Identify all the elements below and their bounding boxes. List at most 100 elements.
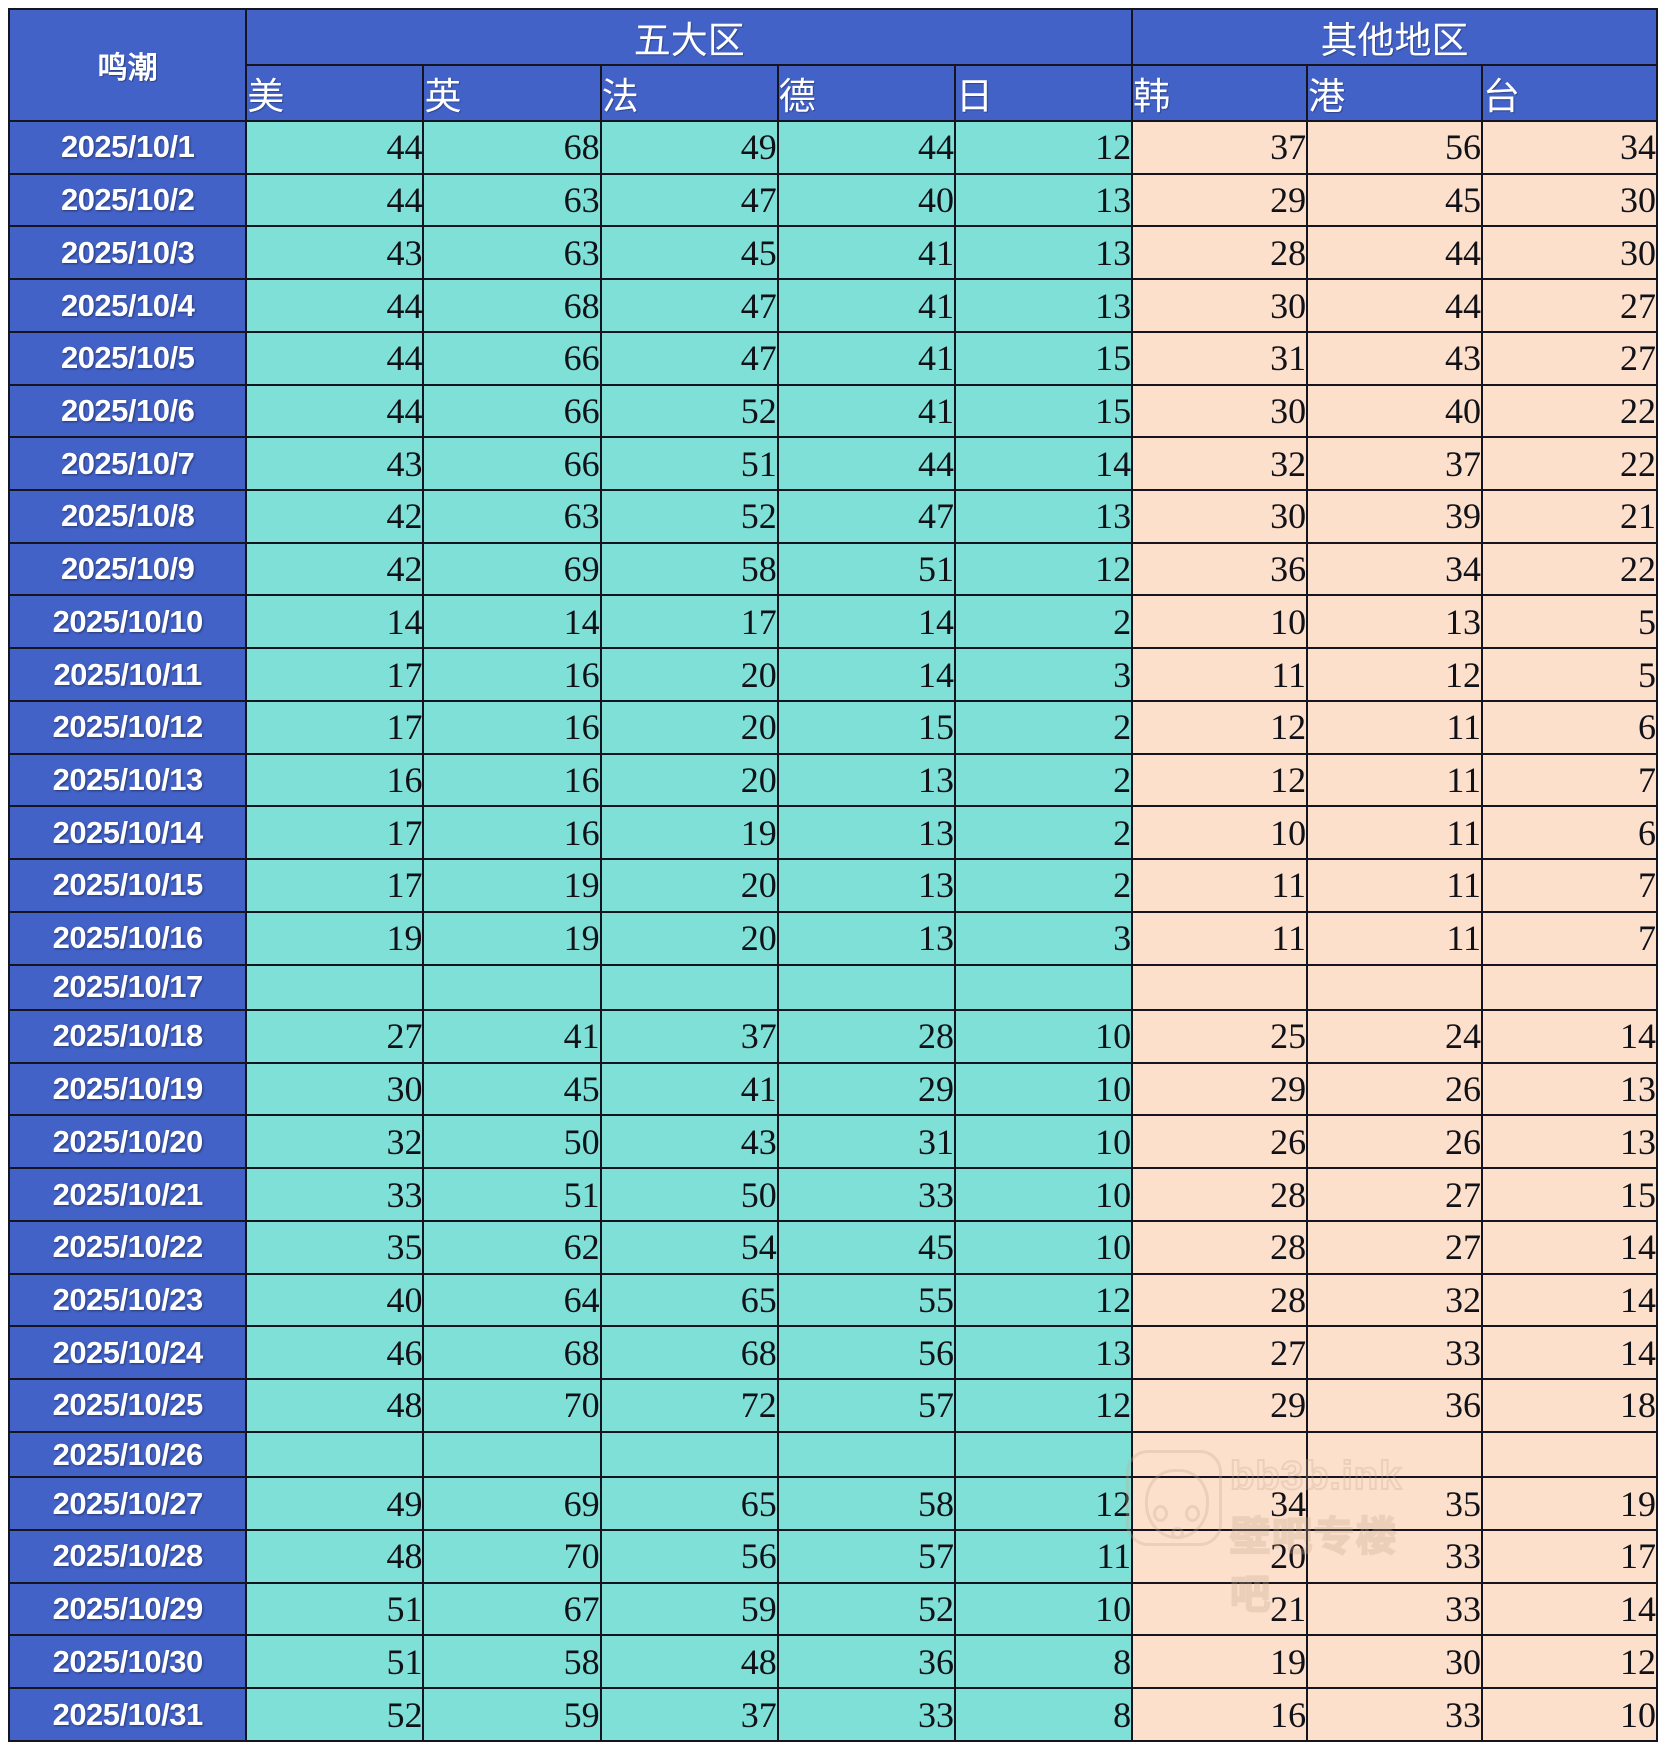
data-cell[interactable]: 70 (422, 1378, 602, 1433)
data-cell[interactable]: 14 (1480, 1581, 1659, 1637)
data-cell[interactable]: 10 (953, 1167, 1134, 1222)
data-cell[interactable]: 28 (1131, 1219, 1309, 1275)
data-cell[interactable]: 15 (953, 330, 1134, 386)
data-cell[interactable]: 41 (422, 1009, 602, 1064)
row-date-label[interactable]: 2025/10/14 (7, 805, 248, 861)
row-date-label[interactable]: 2025/10/18 (7, 1009, 248, 1064)
data-cell[interactable]: 14 (1480, 1325, 1659, 1381)
data-cell[interactable]: 13 (776, 805, 956, 861)
row-date-label[interactable]: 2025/10/8 (7, 489, 248, 544)
data-cell[interactable]: 52 (245, 1687, 425, 1742)
data-cell[interactable]: 21 (1131, 1581, 1309, 1637)
data-cell[interactable]: 62 (422, 1219, 602, 1275)
row-date-label[interactable]: 2025/10/9 (7, 541, 248, 597)
data-cell[interactable]: 12 (953, 1378, 1134, 1433)
data-cell[interactable]: 52 (776, 1581, 956, 1637)
data-cell[interactable]: 21 (1480, 489, 1659, 544)
data-cell[interactable]: 2 (953, 699, 1134, 755)
data-cell[interactable]: 51 (776, 541, 956, 597)
data-cell[interactable] (953, 963, 1134, 1012)
data-cell[interactable]: 40 (245, 1272, 425, 1328)
data-cell[interactable]: 16 (422, 699, 602, 755)
data-cell[interactable]: 26 (1306, 1061, 1483, 1117)
data-cell[interactable]: 10 (1131, 805, 1309, 861)
data-cell[interactable]: 14 (422, 594, 602, 650)
data-cell[interactable]: 33 (245, 1167, 425, 1222)
data-cell[interactable]: 58 (599, 541, 779, 597)
data-cell[interactable]: 27 (245, 1009, 425, 1064)
data-cell[interactable]: 16 (245, 752, 425, 808)
row-date-label[interactable]: 2025/10/3 (7, 225, 248, 281)
data-cell[interactable]: 65 (599, 1476, 779, 1532)
data-cell[interactable]: 63 (422, 172, 602, 228)
data-cell[interactable]: 49 (245, 1476, 425, 1532)
data-cell[interactable]: 15 (776, 699, 956, 755)
data-cell[interactable]: 22 (1480, 541, 1659, 597)
data-cell[interactable]: 10 (953, 1009, 1134, 1064)
data-cell[interactable]: 5 (1480, 594, 1659, 650)
data-cell[interactable]: 17 (245, 805, 425, 861)
data-cell[interactable]: 45 (599, 225, 779, 281)
data-cell[interactable]: 69 (422, 541, 602, 597)
row-date-label[interactable]: 2025/10/27 (7, 1476, 248, 1532)
data-cell[interactable]: 44 (1306, 278, 1483, 333)
data-cell[interactable]: 16 (422, 647, 602, 702)
data-cell[interactable]: 48 (599, 1634, 779, 1690)
data-cell[interactable]: 28 (1131, 225, 1309, 281)
data-cell[interactable]: 11 (953, 1529, 1134, 1584)
data-cell[interactable]: 15 (953, 383, 1134, 439)
data-cell[interactable]: 19 (1480, 1476, 1659, 1532)
data-cell[interactable]: 2 (953, 594, 1134, 650)
data-cell[interactable]: 30 (1131, 383, 1309, 439)
data-cell[interactable]: 40 (1306, 383, 1483, 439)
data-cell[interactable]: 56 (1306, 120, 1483, 175)
row-date-label[interactable]: 2025/10/19 (7, 1061, 248, 1117)
data-cell[interactable] (1480, 1430, 1659, 1479)
data-cell[interactable]: 27 (1306, 1167, 1483, 1222)
data-cell[interactable]: 59 (599, 1581, 779, 1637)
data-cell[interactable]: 41 (599, 1061, 779, 1117)
data-cell[interactable]: 26 (1306, 1114, 1483, 1170)
data-cell[interactable]: 34 (1306, 541, 1483, 597)
data-cell[interactable]: 16 (1131, 1687, 1309, 1742)
data-cell[interactable]: 33 (1306, 1325, 1483, 1381)
data-cell[interactable]: 30 (1306, 1634, 1483, 1690)
data-cell[interactable]: 14 (953, 436, 1134, 492)
data-cell[interactable]: 51 (599, 436, 779, 492)
data-cell[interactable]: 35 (1306, 1476, 1483, 1532)
data-cell[interactable]: 13 (776, 752, 956, 808)
data-cell[interactable]: 47 (599, 330, 779, 386)
data-cell[interactable]: 14 (1480, 1272, 1659, 1328)
row-date-label[interactable]: 2025/10/21 (7, 1167, 248, 1222)
data-cell[interactable]: 44 (245, 330, 425, 386)
data-cell[interactable]: 22 (1480, 436, 1659, 492)
data-cell[interactable]: 37 (1131, 120, 1309, 175)
row-date-label[interactable]: 2025/10/16 (7, 910, 248, 966)
data-cell[interactable]: 33 (1306, 1529, 1483, 1584)
data-cell[interactable]: 12 (953, 541, 1134, 597)
data-cell[interactable]: 19 (422, 858, 602, 913)
row-date-label[interactable]: 2025/10/24 (7, 1325, 248, 1381)
data-cell[interactable]: 15 (1480, 1167, 1659, 1222)
data-cell[interactable]: 37 (1306, 436, 1483, 492)
data-cell[interactable]: 10 (1131, 594, 1309, 650)
data-cell[interactable]: 66 (422, 436, 602, 492)
data-cell[interactable]: 16 (422, 805, 602, 861)
row-date-label[interactable]: 2025/10/20 (7, 1114, 248, 1170)
data-cell[interactable]: 55 (776, 1272, 956, 1328)
data-cell[interactable] (1480, 963, 1659, 1012)
data-cell[interactable]: 20 (599, 752, 779, 808)
data-cell[interactable]: 12 (953, 120, 1134, 175)
data-cell[interactable]: 69 (422, 1476, 602, 1532)
data-cell[interactable]: 44 (245, 278, 425, 333)
data-cell[interactable]: 11 (1306, 910, 1483, 966)
data-cell[interactable] (599, 963, 779, 1012)
row-date-label[interactable]: 2025/10/10 (7, 594, 248, 650)
data-cell[interactable]: 46 (245, 1325, 425, 1381)
data-cell[interactable]: 12 (1131, 699, 1309, 755)
data-cell[interactable] (422, 1430, 602, 1479)
data-cell[interactable] (776, 1430, 956, 1479)
data-cell[interactable]: 2 (953, 752, 1134, 808)
data-cell[interactable]: 33 (776, 1167, 956, 1222)
data-cell[interactable]: 12 (1480, 1634, 1659, 1690)
